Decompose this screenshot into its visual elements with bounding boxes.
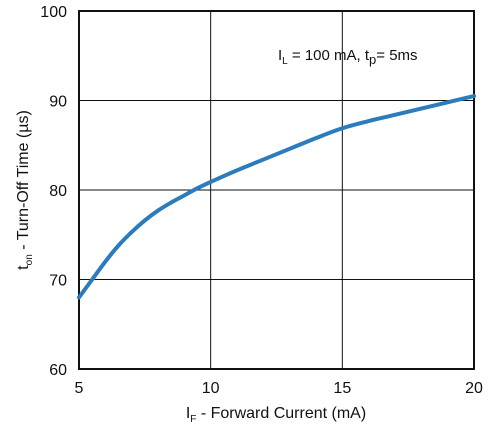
x-axis-subscript: F bbox=[190, 414, 196, 425]
y-axis-subscript: on bbox=[24, 254, 35, 265]
test-condition-annotation: IL = 100 mA, tp= 5ms bbox=[278, 47, 418, 67]
il-value: = 100 mA, bbox=[288, 47, 365, 64]
y-tick-label: 70 bbox=[49, 273, 67, 290]
x-tick-label: 10 bbox=[202, 380, 220, 397]
tick-labels: 5 10 15 20 60 70 80 90 100 bbox=[40, 4, 483, 397]
plot-frame bbox=[78, 10, 475, 370]
x-tick-label: 20 bbox=[465, 380, 483, 397]
y-tick-label: 100 bbox=[40, 4, 67, 21]
y-axis-symbol: t bbox=[15, 265, 32, 270]
x-axis-symbol: I bbox=[186, 405, 190, 422]
tp-value: = 5ms bbox=[376, 47, 417, 64]
tp-symbol: t bbox=[365, 47, 370, 64]
y-tick-label: 80 bbox=[49, 183, 67, 200]
y-axis-text: - Turn-Off Time (µs) bbox=[15, 110, 32, 254]
y-tick-label: 90 bbox=[49, 94, 67, 111]
series-layer bbox=[77, 94, 476, 300]
y-tick-label: 60 bbox=[49, 362, 67, 379]
il-subscript: L bbox=[282, 56, 288, 67]
tp-subscript: p bbox=[369, 52, 376, 67]
y-axis-label: ton - Turn-Off Time (µs) bbox=[15, 110, 35, 270]
x-tick-label: 15 bbox=[333, 380, 351, 397]
x-tick-label: 5 bbox=[75, 380, 84, 397]
grid bbox=[79, 11, 474, 369]
x-axis-label: IF - Forward Current (mA) bbox=[186, 405, 366, 425]
x-axis-text: - Forward Current (mA) bbox=[196, 405, 366, 422]
il-symbol: I bbox=[278, 47, 282, 64]
series-line-0 bbox=[77, 94, 476, 300]
